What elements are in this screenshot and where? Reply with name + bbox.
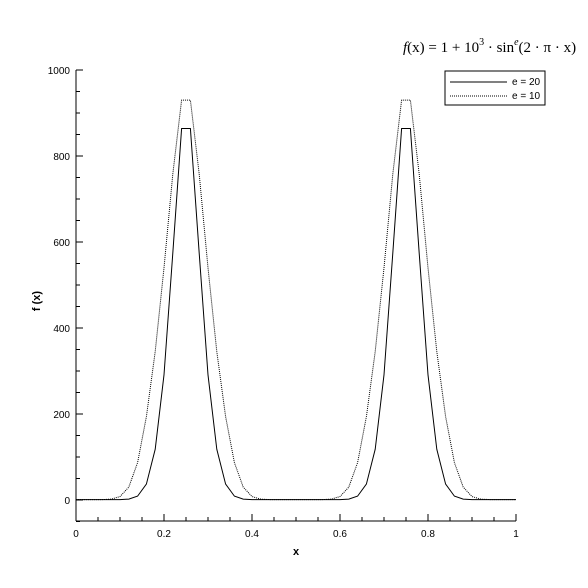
x-axis-label: x xyxy=(293,546,300,558)
x-tick-label: 0.2 xyxy=(157,529,171,540)
y-tick-label: 0 xyxy=(64,496,70,507)
x-tick-label: 1 xyxy=(513,529,519,540)
y-tick-label: 400 xyxy=(53,324,70,335)
x-tick-label: 0.4 xyxy=(245,529,259,540)
y-tick-label: 1000 xyxy=(48,66,71,77)
chart-title: f(x) = 1 + 103 · sine(2 · π · x) xyxy=(403,37,576,56)
y-tick-label: 600 xyxy=(53,238,70,249)
y-tick-label: 200 xyxy=(53,410,70,421)
y-axis-label: f (x) xyxy=(31,291,43,312)
y-tick-label: 800 xyxy=(53,152,70,163)
series-line-e10 xyxy=(76,99,516,501)
axes: 0 0.2 0.4 0.6 0.8 1 0 200 400 600 800 1000 xyxy=(48,66,519,540)
legend-label-e10: e = 10 xyxy=(512,91,541,102)
x-tick-label: 0 xyxy=(73,529,79,540)
plot-area xyxy=(76,99,516,501)
legend-box xyxy=(444,70,546,106)
legend: e = 20 e = 10 xyxy=(444,70,546,106)
x-tick-label: 0.8 xyxy=(421,529,435,540)
series-line-e20 xyxy=(76,127,516,501)
x-tick-label: 0.6 xyxy=(333,529,347,540)
legend-label-e20: e = 20 xyxy=(512,77,541,88)
